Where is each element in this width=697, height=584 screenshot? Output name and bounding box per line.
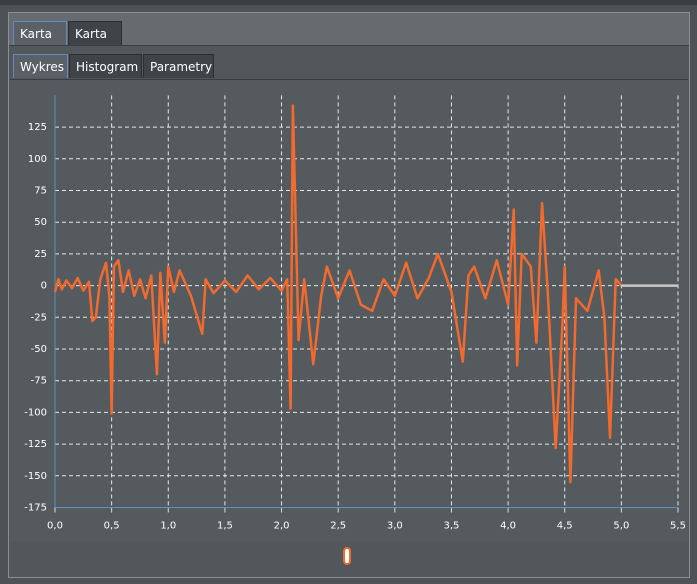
indicator-icon[interactable]	[343, 547, 351, 565]
x-tick-label: 1,5	[217, 521, 233, 532]
subtab[interactable]: Histogram	[69, 54, 142, 78]
y-tick-label: -75	[31, 376, 47, 387]
x-tick-label: 4,5	[557, 521, 573, 532]
x-tick-label: 0,5	[104, 521, 120, 532]
x-tick-label: 5,0	[613, 521, 629, 532]
tab-bar	[9, 13, 689, 46]
y-tick-label: 125	[28, 122, 47, 133]
y-tick-label: -125	[24, 439, 47, 450]
subtab[interactable]: Parametry	[143, 54, 214, 78]
x-tick-label: 2,5	[330, 521, 346, 532]
y-tick-label: -100	[24, 407, 47, 418]
y-tick-label: 25	[34, 249, 47, 260]
x-tick-label: 2,0	[274, 521, 290, 532]
x-tick-label: 4,0	[500, 521, 516, 532]
data-line	[53, 104, 623, 484]
top-strip	[0, 0, 697, 5]
y-tick-label: 75	[34, 186, 47, 197]
chart: -175 -150 -125 -100 -75 -50 -25 0 25 50 75 100 125 0,…	[24, 95, 686, 532]
x-tick-label: 3,5	[444, 521, 460, 532]
y-tick-label: -175	[24, 503, 47, 514]
tab[interactable]: Karta 1	[68, 21, 122, 65]
y-tick-label: -50	[31, 344, 47, 355]
x-tick-label: 5,5	[670, 521, 686, 532]
y-tick-label: 0	[41, 281, 47, 292]
y-tick-label: 50	[34, 217, 47, 228]
y-tick-label: -25	[31, 312, 47, 323]
x-tick-label: 3,0	[387, 521, 403, 532]
subtab[interactable]: Wykres	[13, 54, 68, 78]
x-tick-label: 0,0	[47, 521, 63, 532]
y-tick-label: -150	[24, 471, 47, 482]
y-tick-label: 100	[28, 154, 47, 165]
x-tick-label: 1,0	[160, 521, 176, 532]
